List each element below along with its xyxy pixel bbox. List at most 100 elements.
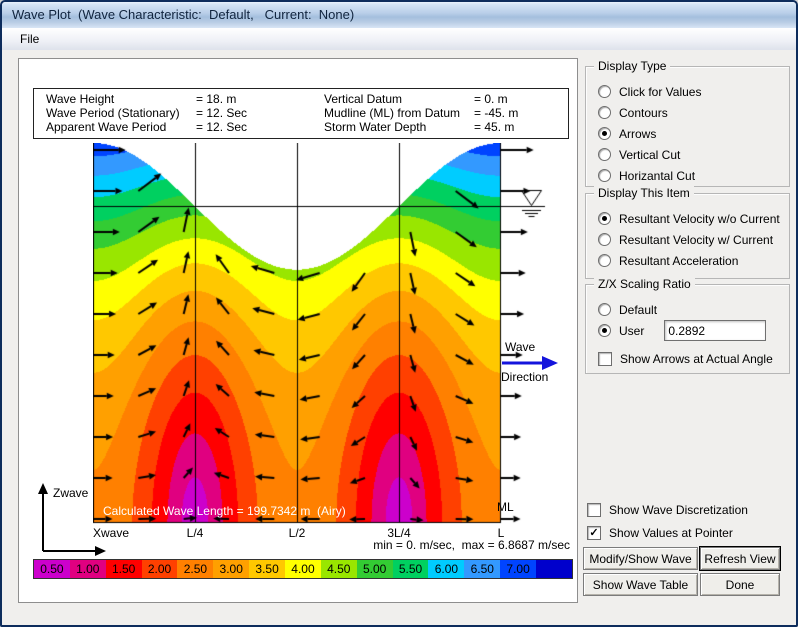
plot-toggle-checkboxes: Show Wave Discretization ✓ Show Values at … <box>587 502 792 548</box>
checkbox-show-values-at-pointer[interactable]: ✓ Show Values at Pointer <box>587 525 792 541</box>
stat-row-wave-height: Wave Height = 18. m <box>46 92 247 106</box>
option-label: Show Values at Pointer <box>609 526 733 540</box>
colorbar-label: 4.00 <box>291 562 315 576</box>
stats-left-column: Wave Height = 18. m Wave Period (Stationar… <box>46 92 247 134</box>
refresh-view-button[interactable]: Refresh View <box>700 547 780 570</box>
colorbar-cell: 7.00 <box>500 560 537 578</box>
radio-resultant-velocity-w-o-current[interactable]: Resultant Velocity w/o Current <box>598 208 789 229</box>
option-label: Click for Values <box>619 84 702 99</box>
radio-vertical-cut[interactable]: Vertical Cut <box>598 144 789 165</box>
wave-direction-label-bottom: Direction <box>501 370 549 384</box>
stat-value: = 12. Sec <box>196 106 248 120</box>
stat-label: Storm Water Depth <box>324 120 427 134</box>
wave-plot-canvas[interactable] <box>93 143 571 527</box>
radio-horizantal-cut[interactable]: Horizantal Cut <box>598 165 789 186</box>
stat-label: Vertical Datum <box>324 92 403 106</box>
colorbar-label: 5.50 <box>398 562 423 576</box>
colorbar-cell <box>536 560 572 578</box>
option-label: Show Wave Discretization <box>609 503 748 517</box>
radio-icon <box>598 106 611 119</box>
colorbar-cell: 1.00 <box>69 560 106 578</box>
option-label: Resultant Velocity w/ Current <box>619 232 774 247</box>
checkbox-show-arrows-at-actual-angle[interactable]: Show Arrows at Actual Angle <box>598 348 789 369</box>
title-bar[interactable]: Wave Plot (Wave Characteristic: Default,… <box>2 2 796 29</box>
colorbar-cell: 0.50 <box>34 560 70 578</box>
colorbar-label: 2.00 <box>147 562 172 576</box>
radio-icon <box>598 303 611 316</box>
mudline-label: ML <box>497 500 514 514</box>
colorbar-cell: 1.50 <box>105 560 142 578</box>
colorbar-label: 0.50 <box>40 562 64 576</box>
option-label: Show Arrows at Actual Angle <box>620 351 773 366</box>
radio-user[interactable]: User <box>598 320 789 341</box>
stat-value: = -45. m <box>474 106 519 120</box>
colorbar-label: 5.00 <box>362 562 387 576</box>
colorbar-cell: 6.50 <box>464 560 501 578</box>
colorbar-label: 4.50 <box>327 562 351 576</box>
modify-show-wave-button[interactable]: Modify/Show Wave <box>583 547 698 570</box>
option-label: Contours <box>619 105 668 120</box>
x-tick-l: L <box>497 526 505 540</box>
zx-scaling-ratio-group-title: Z/X Scaling Ratio <box>594 277 695 291</box>
checkbox-icon <box>587 503 601 517</box>
colorbar-cell: 2.50 <box>177 560 214 578</box>
option-label: Arrows <box>619 126 657 141</box>
menu-file[interactable]: File <box>20 32 40 46</box>
colorbar-label: 6.50 <box>470 562 494 576</box>
display-type-options: Click for Values Contours Arrows Vertical C… <box>586 67 789 186</box>
x-axis-label: Xwave <box>93 526 130 540</box>
done-button[interactable]: Done <box>700 573 780 596</box>
radio-icon <box>598 127 611 140</box>
radio-icon <box>598 148 611 161</box>
colorbar-cell: 5.00 <box>356 560 393 578</box>
radio-icon <box>598 169 611 182</box>
colorbar-label: 1.00 <box>76 562 100 576</box>
stat-row-apparent-wave-period: Apparent Wave Period = 12. Sec <box>46 120 247 134</box>
display-this-item-group-title: Display This Item <box>594 186 694 200</box>
window-title: Wave Plot (Wave Characteristic: Default,… <box>12 7 355 22</box>
show-wave-table-button[interactable]: Show Wave Table <box>583 573 698 596</box>
colorbar-label: 2.50 <box>183 562 208 576</box>
colorbar-cell: 5.50 <box>392 560 429 578</box>
colorbar-label: 1.50 <box>111 562 136 576</box>
zx-user-value-input[interactable] <box>664 320 767 341</box>
stat-label: Mudline (ML) from Datum <box>324 106 461 120</box>
stat-row-mudline-ml-from-datum: Mudline (ML) from Datum = -45. m <box>324 106 518 120</box>
wave-direction-label-top: Wave <box>505 340 536 354</box>
radio-contours[interactable]: Contours <box>598 102 789 123</box>
x-axis-ticks: L/4 L/2 3L/4 L <box>2 526 796 540</box>
stats-right-column: Vertical Datum = 0. m Mudline (ML) from Da… <box>324 92 518 134</box>
stat-row-storm-water-depth: Storm Water Depth = 45. m <box>324 120 518 134</box>
option-label: Resultant Velocity w/o Current <box>619 211 780 226</box>
colorbar-label: 3.00 <box>219 562 243 576</box>
radio-icon <box>598 254 611 267</box>
colorbar-label: 3.50 <box>255 562 279 576</box>
menu-bar: File <box>2 28 796 51</box>
stat-value: = 45. m <box>474 120 515 134</box>
radio-default[interactable]: Default <box>598 299 789 320</box>
radio-icon <box>598 85 611 98</box>
stat-value: = 18. m <box>196 92 237 106</box>
x-tick-3l-4: 3L/4 <box>387 526 411 540</box>
radio-resultant-velocity-w-current[interactable]: Resultant Velocity w/ Current <box>598 229 789 250</box>
radio-icon <box>598 233 611 246</box>
zx-scaling-ratio-group: Z/X Scaling Ratio Default User Show Arrows… <box>585 277 790 374</box>
radio-click-for-values[interactable]: Click for Values <box>598 81 789 102</box>
minmax-label: min = 0. m/sec, max = 6.8687 m/sec <box>373 538 570 552</box>
option-label: Resultant Acceleration <box>619 253 739 268</box>
checkbox-icon: ✓ <box>587 526 601 540</box>
radio-arrows[interactable]: Arrows <box>598 123 789 144</box>
colorbar-cell: 2.00 <box>141 560 178 578</box>
zx-scaling-options: Default User Show Arrows at Actual Angle <box>586 285 789 369</box>
display-this-item-options: Resultant Velocity w/o Current Resultant … <box>586 194 789 271</box>
radio-resultant-acceleration[interactable]: Resultant Acceleration <box>598 250 789 271</box>
stat-row-vertical-datum: Vertical Datum = 0. m <box>324 92 518 106</box>
display-type-group: Display Type Click for Values Contours Arr… <box>585 59 790 187</box>
checkbox-icon <box>598 351 612 366</box>
checkbox-show-wave-discretization[interactable]: Show Wave Discretization <box>587 502 792 518</box>
radio-icon <box>598 324 611 337</box>
option-label: Vertical Cut <box>619 147 681 162</box>
colorbar-cell: 6.00 <box>428 560 465 578</box>
wave-stats-box: Wave Height = 18. m Wave Period (Stationar… <box>33 88 569 139</box>
